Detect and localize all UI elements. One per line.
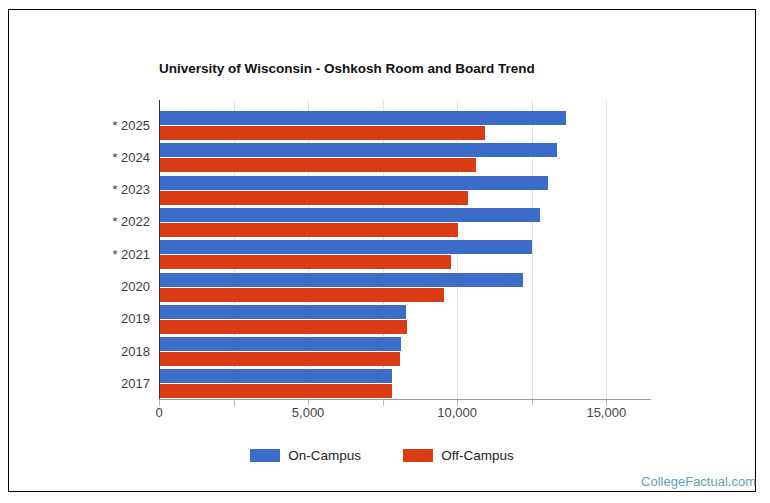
year-label-2020: 2020 [0,279,150,294]
off-campus-bar-2018 [160,352,400,366]
off-campus-bar-2020 [160,288,444,302]
year-label-2017: 2017 [0,376,150,391]
on-campus-bar-2019 [160,305,406,319]
on-campus-bar-2025 [160,111,566,125]
on-campus-swatch [250,449,280,462]
legend-label-on-campus: On-Campus [288,448,361,463]
year-label-2021: * 2021 [0,247,150,262]
axis-tick [234,400,235,406]
x-tick-label-5000: 5,000 [268,405,348,420]
off-campus-bar-2023 [160,191,468,205]
on-campus-bar-2018 [160,337,401,351]
plot-area [159,100,651,399]
off-campus-bar-2025 [160,126,485,140]
legend-item-off-campus: Off-Campus [403,448,514,463]
year-label-2025: * 2025 [0,118,150,133]
off-campus-bar-2019 [160,320,407,334]
x-axis-line [159,399,651,400]
year-label-2022: * 2022 [0,214,150,229]
on-campus-bar-2024 [160,143,557,157]
legend-item-on-campus: On-Campus [250,448,361,463]
off-campus-bar-2024 [160,158,476,172]
on-campus-bar-2017 [160,369,392,383]
x-tick-label-10000: 10,000 [417,405,497,420]
x-tick-label-15000: 15,000 [566,405,646,420]
on-campus-bar-2022 [160,208,540,222]
year-label-2023: * 2023 [0,182,150,197]
year-label-2024: * 2024 [0,150,150,165]
on-campus-bar-2021 [160,240,532,254]
on-campus-bar-2023 [160,176,548,190]
off-campus-bar-2017 [160,384,392,398]
gridline [606,100,607,399]
year-label-2019: 2019 [0,311,150,326]
axis-tick [532,400,533,406]
legend-label-off-campus: Off-Campus [441,448,514,463]
x-tick-label-0: 0 [119,405,199,420]
legend: On-Campus Off-Campus [8,446,756,464]
year-label-2018: 2018 [0,344,150,359]
off-campus-bar-2022 [160,223,458,237]
chart-title: University of Wisconsin - Oshkosh Room a… [159,61,535,76]
on-campus-bar-2020 [160,273,523,287]
off-campus-swatch [403,449,433,462]
collegefactual-watermark-link[interactable]: CollegeFactual.com [641,474,756,489]
axis-tick [383,400,384,406]
off-campus-bar-2021 [160,255,451,269]
